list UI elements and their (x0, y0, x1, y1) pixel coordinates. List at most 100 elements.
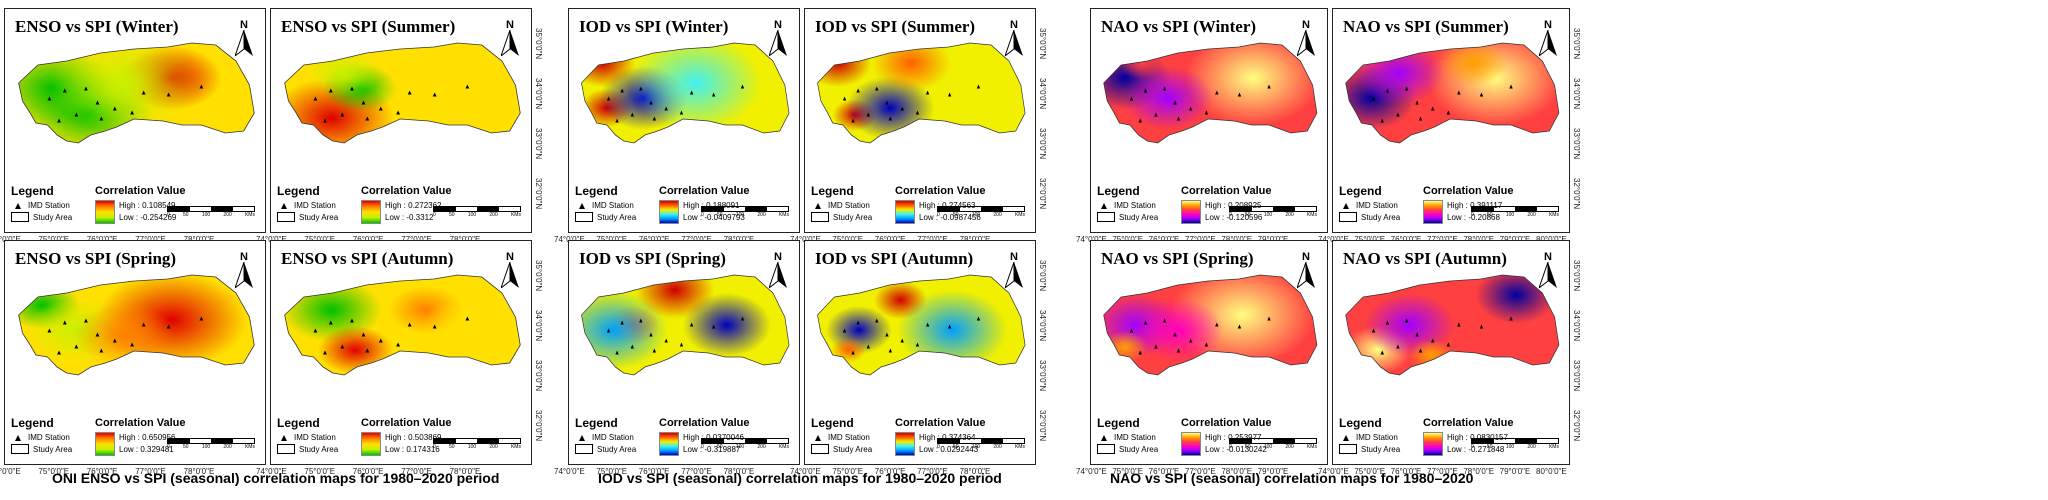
north-label: N (240, 251, 248, 263)
imd-station-marker (885, 100, 889, 105)
latitude-label: 33°0'0"N (1572, 360, 1581, 392)
latitude-label: 34°0'0"N (534, 78, 543, 110)
map-panel: IOD vs SPI (Winter) N Legend IMD Station S… (568, 8, 800, 233)
imd-station-marker (313, 96, 318, 101)
imd-station-marker (606, 96, 611, 101)
imd-station-marker (1418, 116, 1423, 121)
legend-area-row: Study Area (11, 212, 101, 222)
imd-station-marker (1129, 328, 1134, 333)
latitude-label: 33°0'0"N (534, 128, 543, 160)
imd-station-marker (1154, 112, 1158, 117)
north-label: N (240, 19, 248, 31)
map-panel: NAO vs SPI (Summer) N Legend IMD Station S… (1332, 8, 1570, 233)
imd-station-marker (1396, 112, 1400, 117)
scale-tick: 0 (937, 212, 940, 218)
legend-area-row: Study Area (575, 212, 665, 222)
scale-bar: 0 50 100 200 KMs (701, 206, 789, 218)
imd-station-marker (620, 88, 624, 93)
correlation-legend: Correlation Value High : 0.188091 Low : -… (659, 185, 749, 224)
legend-station-label: IMD Station (294, 201, 336, 210)
longitude-label: 74°0'0"E (256, 235, 287, 244)
legend-station-row: IMD Station (11, 433, 101, 442)
imd-station-marker (396, 342, 401, 347)
imd-station-marker (141, 322, 146, 327)
scale-tick: 100 (1505, 444, 1515, 450)
panel-title: IOD vs SPI (Autumn) (815, 249, 974, 268)
north-label: N (506, 251, 514, 263)
correlation-legend: Correlation Value High : 0.0370046 Low : … (659, 417, 749, 456)
correlation-low: Low : -0.0130242 (1205, 445, 1267, 454)
imd-station-marker (361, 332, 366, 337)
longitude-label: 74°0'0"E (0, 235, 21, 244)
correlation-legend-title: Correlation Value (1423, 185, 1514, 197)
map-panel: NAO vs SPI (Winter) N Legend IMD Station S… (1090, 8, 1328, 233)
station-triangle-icon (1101, 202, 1107, 209)
imd-station-marker (1176, 348, 1181, 353)
imd-station-marker (112, 338, 117, 343)
imd-station-marker (1204, 342, 1209, 347)
imd-station-marker (856, 320, 860, 325)
longitude-label: 77°0'0"E (135, 467, 166, 476)
imd-station-marker (1173, 332, 1177, 337)
correlation-low: Low : -0.20868 (1447, 213, 1500, 222)
map-panel: ENSO vs SPI (Autumn) N Legend IMD Station … (270, 240, 532, 465)
legend-area-row: Study Area (1097, 444, 1187, 454)
north-arrow-icon: N (1003, 251, 1025, 291)
map-panel: IOD vs SPI (Spring) N Legend IMD Station S… (568, 240, 800, 465)
imd-station-marker (1215, 322, 1219, 327)
station-triangle-icon (579, 434, 585, 441)
north-label: N (774, 251, 782, 263)
longitude-label: 76°0'0"E (86, 467, 118, 476)
imd-station-marker (432, 324, 437, 329)
longitude-label: 74°0'0"E (0, 467, 21, 476)
imd-station-marker (313, 328, 318, 333)
longitude-label: 79°0'0"E (1257, 467, 1289, 476)
longitude-label: 76°0'0"E (639, 235, 670, 244)
map-legend: Legend IMD Station Study Area (811, 416, 901, 456)
correlation-zone (306, 49, 382, 97)
imd-station-marker (615, 118, 619, 123)
legend-station-label: IMD Station (828, 201, 870, 210)
panel-title: IOD vs SPI (Winter) (579, 17, 729, 36)
station-triangle-icon (1101, 434, 1107, 441)
longitude-label: 77°0'0"E (1185, 467, 1216, 476)
correlation-high: High : 0.188091 (683, 201, 740, 210)
legend-title: Legend (1097, 184, 1140, 198)
scale-unit: KMs (510, 444, 521, 450)
study-area-box-icon (1339, 444, 1357, 454)
scale-tick: 0 (167, 212, 170, 218)
legend-station-label: IMD Station (28, 201, 70, 210)
correlation-map (18, 42, 255, 144)
scale-tick: 200 (223, 444, 232, 450)
north-label: N (1302, 251, 1310, 263)
correlation-legend-title: Correlation Value (95, 185, 186, 197)
latitude-label: 32°0'0"N (1038, 178, 1047, 210)
longitude-label: 78°0'0"E (183, 467, 215, 476)
legend-area-row: Study Area (811, 212, 901, 222)
correlation-legend-title: Correlation Value (1181, 417, 1272, 429)
longitude-label: 76°0'0"E (1391, 235, 1422, 244)
station-triangle-icon (815, 202, 821, 209)
legend-station-row: IMD Station (811, 201, 901, 210)
correlation-legend-title: Correlation Value (895, 417, 986, 429)
legend-area-row: Study Area (811, 444, 901, 454)
map-panel: IOD vs SPI (Summer) N Legend IMD Station S… (804, 8, 1036, 233)
legend-area-row: Study Area (575, 444, 665, 454)
correlation-map (817, 42, 1026, 144)
correlation-low: Low : -0.3312 (385, 213, 434, 222)
imd-station-marker (378, 338, 383, 343)
latitude-label: 32°0'0"N (1572, 178, 1581, 210)
panel-title: ENSO vs SPI (Summer) (281, 17, 456, 36)
longitude-label: 77°0'0"E (917, 467, 948, 476)
legend-area-row: Study Area (1339, 444, 1429, 454)
scale-tick: 50 (717, 212, 723, 218)
longitude-label: 74°0'0"E (1076, 235, 1107, 244)
scale-tick: 50 (183, 212, 189, 218)
study-area-outline (1103, 42, 1318, 144)
map-legend: Legend IMD Station Study Area (277, 416, 367, 456)
imd-station-marker (1267, 316, 1271, 321)
longitude-label: 78°0'0"E (724, 235, 755, 244)
study-area-box-icon (575, 212, 593, 222)
imd-station-marker (57, 118, 61, 123)
imd-station-marker (649, 100, 653, 105)
